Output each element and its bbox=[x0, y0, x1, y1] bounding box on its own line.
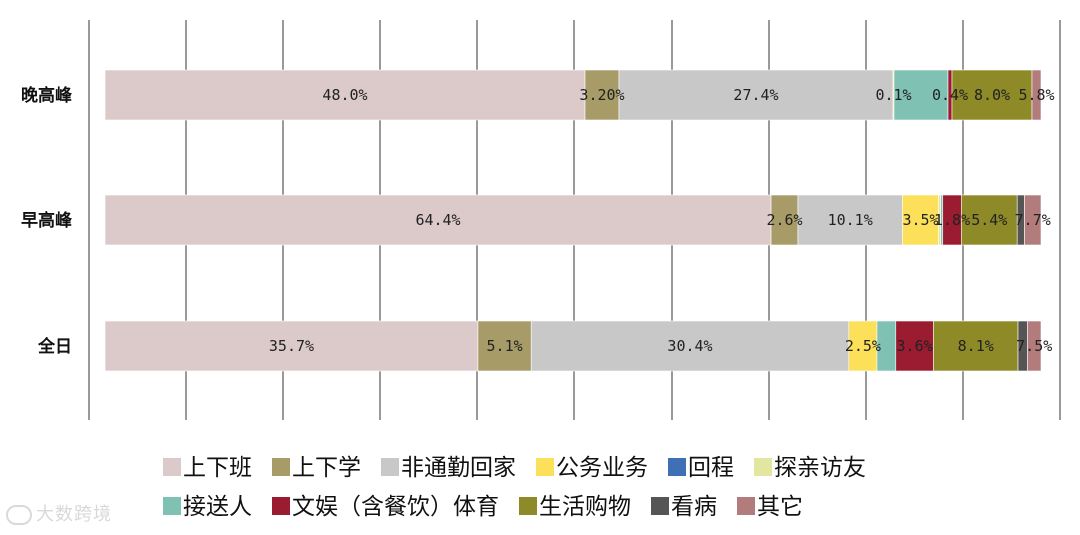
data-label: 48.0% bbox=[322, 86, 367, 104]
legend-swatch bbox=[536, 458, 554, 476]
data-label: 3.5% bbox=[902, 211, 938, 229]
legend-swatch bbox=[754, 458, 772, 476]
data-label: 8.0% bbox=[974, 86, 1010, 104]
legend-label: 探亲访友 bbox=[774, 455, 866, 481]
bar-segment bbox=[104, 69, 586, 121]
watermark: 大数跨境 bbox=[6, 500, 112, 526]
legend-label: 上下班 bbox=[183, 455, 252, 481]
legend-swatch bbox=[381, 458, 399, 476]
data-label: 35.7% bbox=[269, 337, 314, 355]
data-label: 3.6% bbox=[897, 337, 933, 355]
data-label: 1.8% bbox=[934, 211, 970, 229]
bar-segment bbox=[848, 320, 878, 372]
bar-segment bbox=[618, 69, 894, 121]
legend-label: 回程 bbox=[688, 455, 734, 481]
bar-segment bbox=[961, 194, 1018, 246]
legend-label: 文娱（含餐饮）体育 bbox=[292, 494, 499, 520]
category-label: 全日 bbox=[37, 336, 72, 357]
watermark-text: 大数跨境 bbox=[36, 504, 112, 525]
category-label: 晚高峰 bbox=[21, 85, 73, 106]
legend-swatch bbox=[272, 458, 290, 476]
bar-segment bbox=[893, 69, 949, 121]
category-label: 早高峰 bbox=[21, 210, 73, 231]
bar-segment bbox=[933, 320, 1019, 372]
bar-segment bbox=[895, 320, 934, 372]
bar-segment bbox=[530, 320, 850, 372]
data-label: 2.6% bbox=[766, 211, 802, 229]
legend-label: 公务业务 bbox=[556, 455, 648, 481]
data-label: 2.5% bbox=[845, 337, 881, 355]
bar-segments bbox=[104, 69, 1042, 372]
bar-segment bbox=[1027, 320, 1042, 372]
data-label: 64.4% bbox=[415, 211, 460, 229]
data-label: 3.20% bbox=[579, 86, 624, 104]
legend-swatch bbox=[737, 497, 755, 515]
data-label: 30.4% bbox=[667, 337, 712, 355]
bar-segment bbox=[104, 194, 772, 246]
legend-label: 接送人 bbox=[183, 494, 252, 520]
legend-swatch bbox=[272, 497, 290, 515]
bar-segment bbox=[477, 320, 532, 372]
bar-segment bbox=[1031, 69, 1042, 121]
legend-swatch bbox=[163, 458, 181, 476]
data-label: 5.1% bbox=[487, 337, 523, 355]
data-label: 10.1% bbox=[828, 211, 873, 229]
legend-swatch bbox=[519, 497, 537, 515]
legend-swatch bbox=[668, 458, 686, 476]
data-label: 5.4% bbox=[971, 211, 1007, 229]
bar-segment bbox=[104, 320, 479, 372]
legend-label: 其它 bbox=[757, 494, 803, 520]
data-label: 0.1% bbox=[875, 86, 911, 104]
data-label: 7.5% bbox=[1016, 337, 1052, 355]
legend-label: 非通勤回家 bbox=[401, 455, 516, 481]
bar-segment bbox=[797, 194, 903, 246]
legend-label: 上下学 bbox=[292, 455, 361, 481]
data-label: 7.7% bbox=[1015, 211, 1051, 229]
data-label: 8.1% bbox=[958, 337, 994, 355]
legend-swatch bbox=[651, 497, 669, 515]
weibo-icon bbox=[6, 505, 32, 525]
bar-segment bbox=[951, 69, 1033, 121]
data-labels: 48.0% 3.20% 27.4% 0.1% 0.4% 8.0% 5.8% 64.4% 2.6%… bbox=[269, 86, 1055, 355]
legend-swatch bbox=[163, 497, 181, 515]
legend-label: 看病 bbox=[671, 494, 717, 520]
bar-segment bbox=[770, 194, 799, 246]
data-label: 27.4% bbox=[733, 86, 778, 104]
data-label: 5.8% bbox=[1018, 86, 1054, 104]
bar-segment bbox=[902, 194, 939, 246]
bar-segment bbox=[584, 69, 620, 121]
legend-label: 生活购物 bbox=[539, 494, 631, 520]
data-label: 0.4% bbox=[932, 86, 968, 104]
bar-segment bbox=[1024, 194, 1042, 246]
